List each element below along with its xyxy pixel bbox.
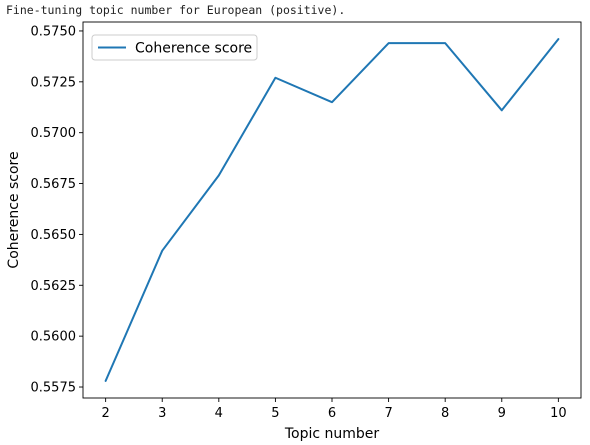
x-tick-label: 2	[101, 406, 109, 421]
y-tick-label: 0.5650	[31, 228, 77, 243]
legend-label: Coherence score	[135, 41, 252, 57]
x-tick-label: 10	[550, 406, 567, 421]
series-layer	[104, 38, 560, 382]
x-axis-label: Topic number	[284, 426, 380, 442]
y-tick-label: 0.5675	[31, 177, 77, 192]
y-tick-label: 0.5725	[31, 75, 77, 90]
x-tick-label: 3	[158, 406, 166, 421]
y-tick-label: 0.5575	[31, 381, 77, 396]
x-tick-label: 7	[384, 406, 392, 421]
x-tick-label: 5	[271, 406, 279, 421]
plot-frame	[82, 21, 582, 399]
x-axis-ticks: 2 3 4 5 6 7 8 9 10	[101, 398, 567, 421]
x-tick-label: 4	[215, 406, 223, 421]
x-tick-label: 8	[441, 406, 449, 421]
y-tick-label: 0.5625	[31, 279, 77, 294]
legend-box	[91, 34, 258, 61]
y-tick-label: 0.5750	[31, 24, 77, 39]
x-tick-label: 9	[498, 406, 506, 421]
y-axis-label: Coherence score	[6, 151, 22, 268]
y-tick-label: 0.5700	[31, 126, 77, 141]
output-caption: Fine-tuning topic number for European (p…	[6, 3, 346, 17]
chart-legend: Coherence score	[91, 34, 258, 61]
x-tick-label: 6	[328, 406, 336, 421]
y-axis-ticks: 0.5575 0.5600 0.5625 0.5650 0.5675 0.5700 0.57…	[31, 24, 83, 396]
y-tick-label: 0.5600	[31, 330, 77, 345]
series-line	[104, 38, 560, 382]
